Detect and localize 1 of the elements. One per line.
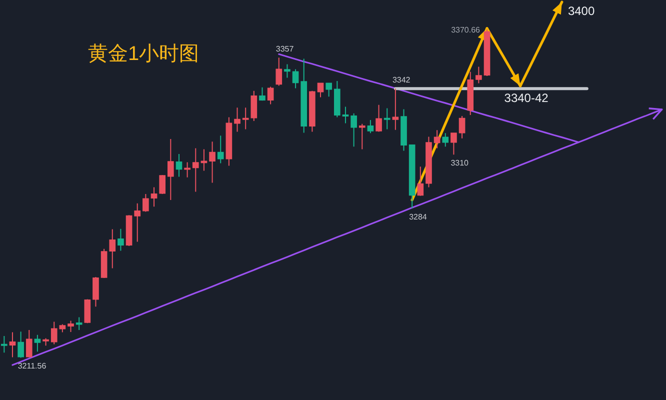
title: 黄金1小时图 — [88, 43, 200, 65]
